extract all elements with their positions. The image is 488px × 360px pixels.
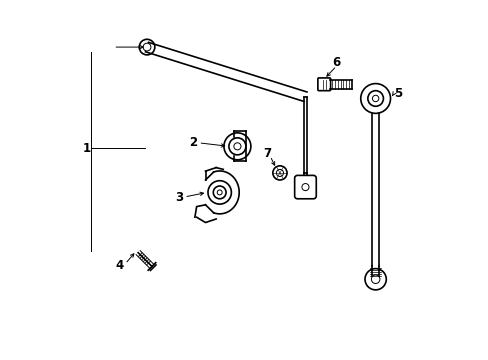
Text: 4: 4 (115, 259, 123, 272)
Text: 5: 5 (394, 87, 402, 100)
Text: 2: 2 (189, 136, 197, 149)
Text: 1: 1 (82, 141, 91, 154)
Text: 3: 3 (175, 190, 183, 203)
Text: 7: 7 (263, 147, 271, 160)
Text: 6: 6 (332, 56, 340, 69)
